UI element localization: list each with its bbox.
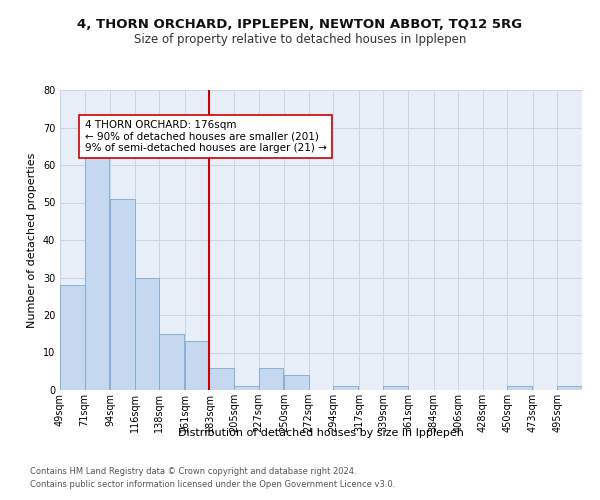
Bar xyxy=(507,386,532,390)
Bar xyxy=(284,375,309,390)
Text: Contains HM Land Registry data © Crown copyright and database right 2024.: Contains HM Land Registry data © Crown c… xyxy=(30,467,356,476)
Bar xyxy=(209,368,234,390)
Text: 4, THORN ORCHARD, IPPLEPEN, NEWTON ABBOT, TQ12 5RG: 4, THORN ORCHARD, IPPLEPEN, NEWTON ABBOT… xyxy=(77,18,523,30)
Bar xyxy=(234,386,259,390)
Bar xyxy=(110,198,135,390)
Bar xyxy=(259,368,283,390)
Bar xyxy=(557,386,582,390)
Bar xyxy=(185,341,209,390)
Text: 4 THORN ORCHARD: 176sqm
← 90% of detached houses are smaller (201)
9% of semi-de: 4 THORN ORCHARD: 176sqm ← 90% of detache… xyxy=(85,120,326,153)
Bar xyxy=(60,285,85,390)
Bar xyxy=(159,334,184,390)
Bar xyxy=(85,138,109,390)
Y-axis label: Number of detached properties: Number of detached properties xyxy=(27,152,37,328)
Text: Contains public sector information licensed under the Open Government Licence v3: Contains public sector information licen… xyxy=(30,480,395,489)
Text: Size of property relative to detached houses in Ipplepen: Size of property relative to detached ho… xyxy=(134,32,466,46)
Bar xyxy=(383,386,408,390)
Text: Distribution of detached houses by size in Ipplepen: Distribution of detached houses by size … xyxy=(178,428,464,438)
Bar xyxy=(135,278,159,390)
Bar xyxy=(333,386,358,390)
